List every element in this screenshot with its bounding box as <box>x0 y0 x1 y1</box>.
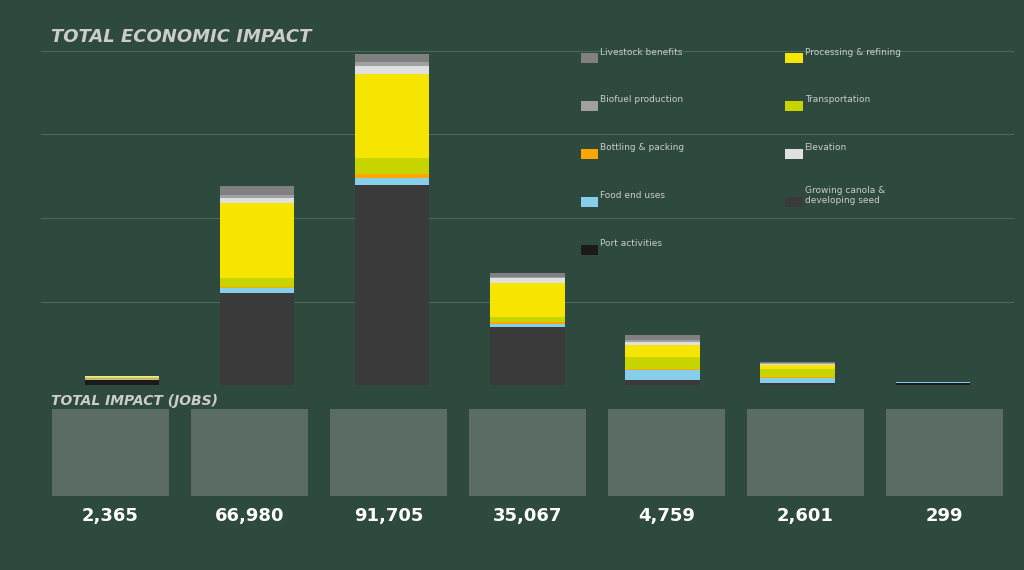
Bar <box>626 369 699 370</box>
Text: 35,067: 35,067 <box>493 507 562 525</box>
Bar <box>761 378 835 383</box>
Bar <box>626 342 699 345</box>
FancyBboxPatch shape <box>785 101 803 111</box>
Text: 91,705: 91,705 <box>353 507 423 525</box>
FancyBboxPatch shape <box>52 409 169 496</box>
Bar <box>490 327 564 385</box>
Bar <box>626 357 699 369</box>
Text: Growing canola &
developing seed: Growing canola & developing seed <box>805 186 885 205</box>
Bar <box>490 283 564 317</box>
Bar <box>355 185 429 385</box>
Text: Port activities: Port activities <box>600 239 663 248</box>
Bar <box>355 66 429 74</box>
Text: Livestock benefits: Livestock benefits <box>600 47 683 56</box>
Bar <box>220 294 294 385</box>
FancyBboxPatch shape <box>785 53 803 63</box>
FancyBboxPatch shape <box>469 409 586 496</box>
Bar <box>355 178 429 185</box>
Text: 4,759: 4,759 <box>638 507 694 525</box>
Bar <box>220 194 294 198</box>
FancyBboxPatch shape <box>746 409 863 496</box>
Text: 2,365: 2,365 <box>82 507 139 525</box>
Bar <box>490 276 564 278</box>
Bar <box>761 362 835 363</box>
Bar <box>626 345 699 357</box>
Bar <box>220 203 294 278</box>
Bar <box>85 379 159 380</box>
FancyBboxPatch shape <box>581 101 598 111</box>
Bar <box>355 62 429 66</box>
Bar <box>355 174 429 178</box>
Text: TOTAL IMPACT (JOBS): TOTAL IMPACT (JOBS) <box>51 394 218 408</box>
Bar <box>761 377 835 378</box>
Bar <box>490 278 564 283</box>
Text: Biofuel production: Biofuel production <box>600 96 683 104</box>
Bar <box>761 365 835 369</box>
Bar <box>220 198 294 203</box>
Text: Transportation: Transportation <box>805 96 869 104</box>
Text: TOTAL ECONOMIC IMPACT: TOTAL ECONOMIC IMPACT <box>51 28 311 46</box>
Bar <box>896 383 970 385</box>
Bar <box>761 363 835 364</box>
Bar <box>490 322 564 324</box>
Bar <box>355 74 429 158</box>
Bar <box>626 370 699 380</box>
Bar <box>220 288 294 294</box>
FancyBboxPatch shape <box>785 149 803 159</box>
Bar <box>355 158 429 174</box>
Bar <box>761 369 835 377</box>
Text: 299: 299 <box>926 507 963 525</box>
Bar <box>490 317 564 322</box>
Text: Food end uses: Food end uses <box>600 192 666 200</box>
Bar <box>490 324 564 327</box>
Text: Bottling & packing: Bottling & packing <box>600 144 684 152</box>
FancyBboxPatch shape <box>886 409 1002 496</box>
Bar <box>355 54 429 62</box>
Bar <box>626 335 699 340</box>
FancyBboxPatch shape <box>191 409 308 496</box>
Text: 2,601: 2,601 <box>777 507 834 525</box>
FancyBboxPatch shape <box>581 53 598 63</box>
Bar <box>85 380 159 385</box>
Bar <box>626 380 699 385</box>
Bar <box>490 273 564 276</box>
Text: Elevation: Elevation <box>805 144 847 152</box>
Text: 66,980: 66,980 <box>215 507 285 525</box>
Bar <box>626 340 699 342</box>
Text: Processing & refining: Processing & refining <box>805 47 901 56</box>
FancyBboxPatch shape <box>581 197 598 207</box>
FancyBboxPatch shape <box>581 149 598 159</box>
FancyBboxPatch shape <box>608 409 725 496</box>
Bar <box>761 364 835 365</box>
FancyBboxPatch shape <box>785 197 803 207</box>
FancyBboxPatch shape <box>581 245 598 255</box>
Bar <box>220 186 294 194</box>
Bar <box>85 377 159 378</box>
Bar <box>220 287 294 288</box>
Bar <box>761 383 835 385</box>
FancyBboxPatch shape <box>330 409 446 496</box>
Bar <box>220 278 294 287</box>
